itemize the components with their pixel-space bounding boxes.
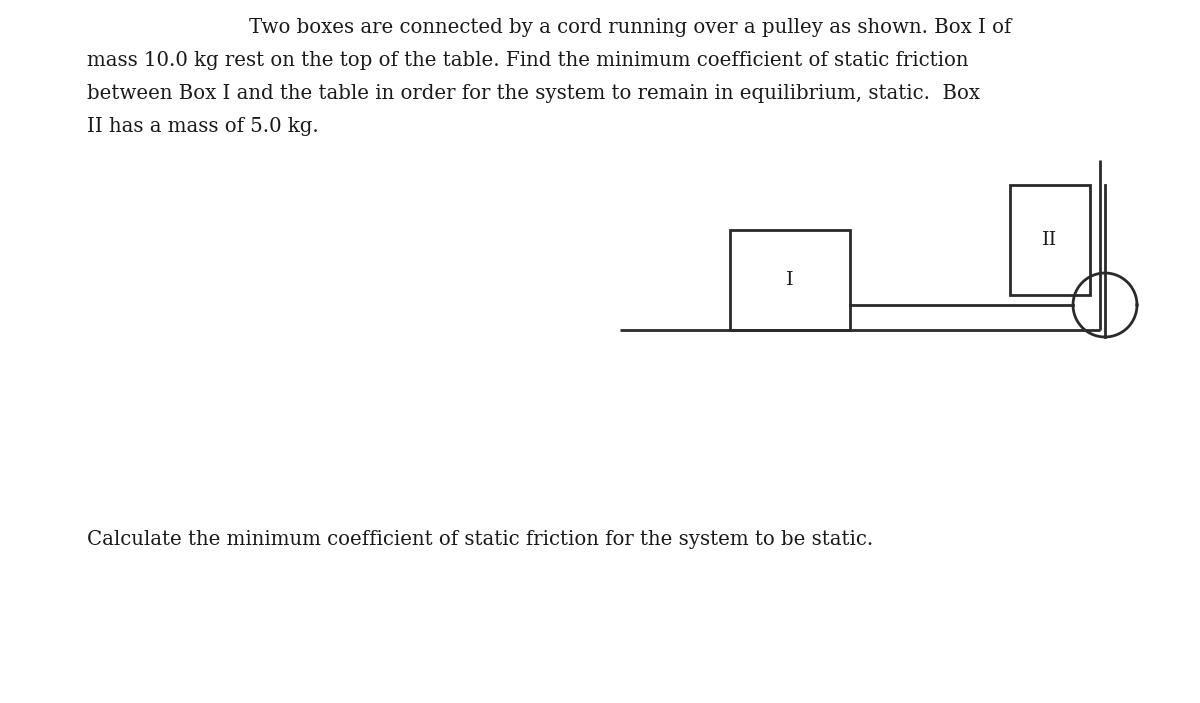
Text: Two boxes are connected by a cord running over a pulley as shown. Box I of: Two boxes are connected by a cord runnin… (248, 18, 1012, 37)
Bar (1010, 185, 1090, 295)
Text: II: II (1043, 231, 1057, 249)
Text: between Box I and the table in order for the system to remain in equilibrium, st: between Box I and the table in order for… (88, 84, 980, 103)
Text: Calculate the minimum coefficient of static friction for the system to be static: Calculate the minimum coefficient of sta… (88, 530, 874, 549)
Bar (730, 230, 850, 330)
Text: II has a mass of 5.0 kg.: II has a mass of 5.0 kg. (88, 117, 319, 136)
Text: I: I (786, 271, 794, 289)
Text: mass 10.0 kg rest on the top of the table. Find the minimum coefficient of stati: mass 10.0 kg rest on the top of the tabl… (88, 51, 968, 70)
